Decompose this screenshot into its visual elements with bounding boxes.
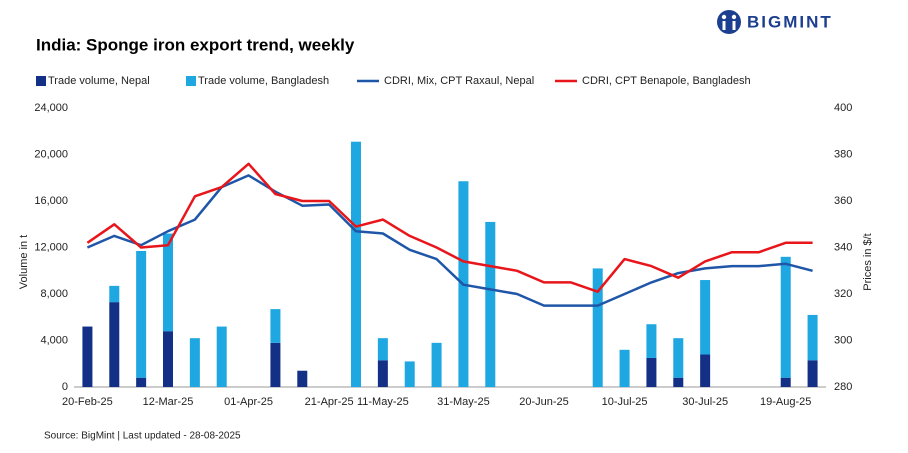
- x-tick-label: 20-Feb-25: [62, 396, 113, 408]
- bar: [404, 361, 415, 387]
- bar: [351, 141, 361, 387]
- bar: [619, 349, 630, 387]
- bar: [780, 377, 791, 387]
- logo-icon-bar: [722, 21, 726, 30]
- chart-title: India: Sponge iron export trend, weekly: [36, 35, 355, 54]
- logo-icon-dot: [731, 14, 737, 20]
- bar: [109, 285, 120, 303]
- bar: [270, 342, 281, 387]
- x-tick-label: 10-Jul-25: [602, 396, 648, 408]
- y2-tick-label: 360: [834, 195, 852, 207]
- y-tick-label: 24,000: [34, 102, 68, 114]
- legend-label: CDRI, Mix, CPT Raxaul, Nepal: [384, 75, 534, 87]
- y-tick-label: 4,000: [40, 334, 68, 346]
- x-tick-label: 31-May-25: [437, 396, 490, 408]
- bar: [807, 360, 818, 387]
- logo-text: BIGMINT: [747, 12, 833, 31]
- logo: BIGMINT: [717, 10, 833, 34]
- legend-swatch: [186, 76, 196, 86]
- x-tick-label: 01-Apr-25: [224, 396, 273, 408]
- bar: [673, 377, 684, 387]
- x-tick-label: 19-Aug-25: [760, 396, 811, 408]
- y2-tick-label: 380: [834, 148, 852, 160]
- y-axis-label: Volume in t: [18, 235, 30, 289]
- bar: [646, 324, 657, 358]
- legend-label: Trade volume, Nepal: [48, 75, 150, 87]
- bar: [592, 268, 603, 387]
- bar: [109, 302, 120, 387]
- bar: [163, 331, 173, 387]
- bar: [163, 233, 173, 332]
- bar: [377, 360, 388, 387]
- y-tick-label: 0: [62, 381, 68, 393]
- bar: [189, 338, 200, 387]
- bar: [700, 354, 711, 387]
- bar: [216, 326, 227, 387]
- x-tick-label: 21-Apr-25: [305, 396, 354, 408]
- bar: [297, 370, 308, 387]
- y2-tick-label: 320: [834, 288, 852, 300]
- source-note: Source: BigMint | Last updated - 28-08-2…: [44, 431, 241, 442]
- bar: [136, 377, 147, 387]
- y2-tick-label: 400: [834, 102, 852, 114]
- logo-icon-bar: [732, 21, 736, 30]
- bar: [82, 326, 93, 387]
- x-tick-label: 12-Mar-25: [143, 396, 194, 408]
- bar: [646, 357, 657, 387]
- y2-axis-label: Prices in $/t: [862, 233, 874, 290]
- y-tick-label: 8,000: [40, 288, 68, 300]
- y2-tick-label: 340: [834, 241, 852, 253]
- y-tick-label: 20,000: [34, 148, 68, 160]
- bar: [136, 250, 147, 378]
- x-tick-label: 30-Jul-25: [682, 396, 728, 408]
- line: [86, 162, 813, 293]
- y-tick-label: 12,000: [34, 241, 68, 253]
- bar: [377, 338, 388, 361]
- y-tick-label: 16,000: [34, 195, 68, 207]
- x-tick-label: 20-Jun-25: [519, 396, 569, 408]
- logo-icon: [717, 10, 741, 34]
- bar: [270, 309, 281, 343]
- legend-label: CDRI, CPT Benapole, Bangladesh: [582, 75, 751, 87]
- logo-icon-dot: [721, 14, 727, 20]
- y2-tick-label: 280: [834, 381, 852, 393]
- legend-label: Trade volume, Bangladesh: [198, 75, 329, 87]
- bar: [780, 256, 791, 378]
- bar: [431, 342, 442, 387]
- x-tick-label: 11-May-25: [357, 396, 409, 408]
- bar: [807, 314, 818, 361]
- bar: [700, 280, 711, 355]
- bar: [485, 221, 496, 387]
- y2-tick-label: 300: [834, 334, 852, 346]
- bar: [673, 338, 684, 378]
- legend-swatch: [36, 76, 46, 86]
